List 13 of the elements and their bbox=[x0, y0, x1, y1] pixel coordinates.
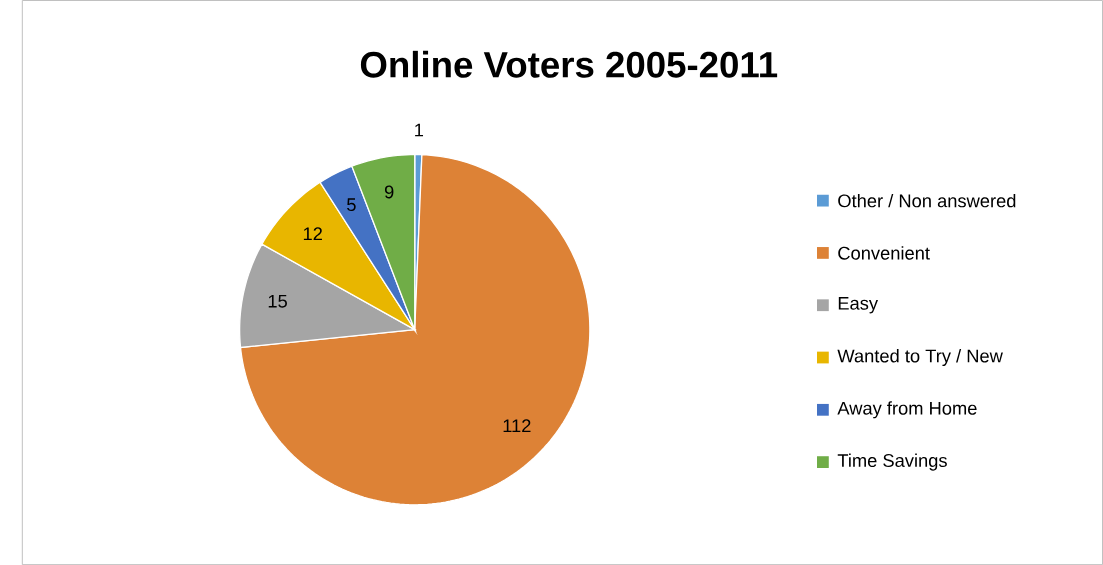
data-label: 9 bbox=[384, 185, 394, 199]
chart-title: Online Voters 2005-2011 bbox=[360, 50, 778, 78]
data-label: 15 bbox=[268, 294, 287, 308]
legend-label: Convenient bbox=[838, 246, 930, 260]
legend-label: Other / Non answered bbox=[838, 193, 1016, 208]
data-label: 12 bbox=[303, 227, 322, 240]
legend-label: Wanted to Try / New bbox=[837, 348, 1003, 366]
data-label: 5 bbox=[347, 198, 356, 212]
legend-label: Time Savings bbox=[837, 453, 947, 471]
legend-label: Easy bbox=[838, 296, 879, 314]
legend-label: Away from Home bbox=[837, 401, 977, 419]
data-label: 1 bbox=[415, 123, 424, 137]
data-label: 112 bbox=[503, 419, 531, 432]
